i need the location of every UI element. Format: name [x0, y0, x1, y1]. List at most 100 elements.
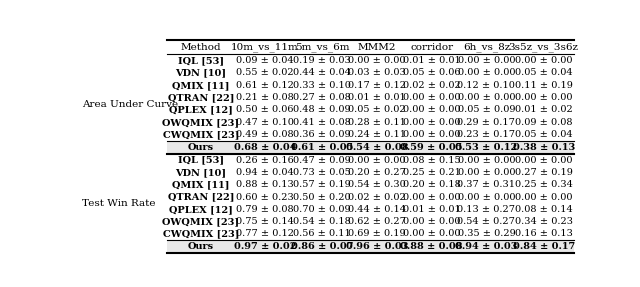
Text: 0.56 ± 0.11: 0.56 ± 0.11 [293, 230, 351, 238]
Text: 0.47 ± 0.09: 0.47 ± 0.09 [293, 156, 351, 164]
Text: 0.00 ± 0.00: 0.00 ± 0.00 [515, 56, 572, 65]
Text: 0.00 ± 0.00: 0.00 ± 0.00 [348, 156, 406, 164]
Text: MMM2: MMM2 [358, 43, 396, 52]
Text: 0.05 ± 0.06: 0.05 ± 0.06 [403, 69, 460, 77]
Text: 0.00 ± 0.00: 0.00 ± 0.00 [403, 193, 460, 201]
Text: 0.01 ± 0.01: 0.01 ± 0.01 [403, 56, 461, 65]
Text: 0.00 ± 0.00: 0.00 ± 0.00 [403, 217, 460, 226]
Text: Ours: Ours [188, 143, 214, 152]
Text: 0.36 ± 0.09: 0.36 ± 0.09 [294, 130, 351, 139]
Text: 0.27 ± 0.19: 0.27 ± 0.19 [515, 168, 573, 177]
Text: IQL [53]: IQL [53] [178, 156, 224, 164]
Text: 0.25 ± 0.21: 0.25 ± 0.21 [403, 168, 461, 177]
Text: 10m_vs_11m: 10m_vs_11m [231, 42, 299, 52]
Text: 0.20 ± 0.18: 0.20 ± 0.18 [403, 180, 461, 189]
Text: 0.35 ± 0.29: 0.35 ± 0.29 [458, 230, 515, 238]
Text: 0.00 ± 0.00: 0.00 ± 0.00 [458, 156, 515, 164]
Text: Ours: Ours [188, 242, 214, 251]
Text: IQL [53]: IQL [53] [178, 56, 224, 65]
Text: 0.55 ± 0.02: 0.55 ± 0.02 [236, 69, 294, 77]
Text: 0.21 ± 0.08: 0.21 ± 0.08 [236, 93, 294, 102]
Text: 0.61 ± 0.05: 0.61 ± 0.05 [291, 143, 353, 152]
Text: 0.20 ± 0.27: 0.20 ± 0.27 [348, 168, 406, 177]
Text: 0.01 ± 0.01: 0.01 ± 0.01 [348, 93, 406, 102]
Text: 0.73 ± 0.05: 0.73 ± 0.05 [293, 168, 351, 177]
Text: 0.09 ± 0.08: 0.09 ± 0.08 [515, 118, 572, 127]
Text: Test Win Rate: Test Win Rate [83, 199, 156, 208]
Text: 0.50 ± 0.06: 0.50 ± 0.06 [236, 105, 294, 115]
Bar [167, 141, 573, 154]
Text: 0.27 ± 0.08: 0.27 ± 0.08 [293, 93, 351, 102]
Text: 0.59 ± 0.05: 0.59 ± 0.05 [401, 143, 463, 152]
Text: 0.54 ± 0.18: 0.54 ± 0.18 [293, 217, 351, 226]
Text: 0.00 ± 0.00: 0.00 ± 0.00 [348, 56, 406, 65]
Text: 5m_vs_6m: 5m_vs_6m [295, 42, 349, 52]
Text: QTRAN [22]: QTRAN [22] [168, 93, 234, 102]
Text: 0.26 ± 0.16: 0.26 ± 0.16 [236, 156, 294, 164]
Text: 0.00 ± 0.00: 0.00 ± 0.00 [515, 93, 572, 102]
Text: 0.03 ± 0.03: 0.03 ± 0.03 [348, 69, 406, 77]
Text: 0.12 ± 0.10: 0.12 ± 0.10 [458, 81, 515, 90]
Text: 0.34 ± 0.23: 0.34 ± 0.23 [515, 217, 573, 226]
Text: OWQMIX [23]: OWQMIX [23] [163, 217, 239, 226]
Text: 0.33 ± 0.10: 0.33 ± 0.10 [293, 81, 351, 90]
Text: 0.69 ± 0.19: 0.69 ± 0.19 [348, 230, 406, 238]
Text: 0.37 ± 0.31: 0.37 ± 0.31 [458, 180, 515, 189]
Text: 0.02 ± 0.02: 0.02 ± 0.02 [403, 81, 461, 90]
Text: 0.79 ± 0.08: 0.79 ± 0.08 [236, 205, 294, 214]
Text: 0.01 ± 0.02: 0.01 ± 0.02 [515, 105, 573, 115]
Text: 0.77 ± 0.12: 0.77 ± 0.12 [236, 230, 294, 238]
Text: 0.48 ± 0.09: 0.48 ± 0.09 [294, 105, 351, 115]
Bar [167, 240, 573, 253]
Text: 0.00 ± 0.00: 0.00 ± 0.00 [458, 56, 515, 65]
Text: 0.29 ± 0.17: 0.29 ± 0.17 [458, 118, 515, 127]
Text: 0.60 ± 0.23: 0.60 ± 0.23 [236, 193, 294, 201]
Text: 0.13 ± 0.27: 0.13 ± 0.27 [458, 205, 515, 214]
Text: VDN [10]: VDN [10] [175, 168, 227, 177]
Text: 0.23 ± 0.17: 0.23 ± 0.17 [458, 130, 515, 139]
Text: 0.24 ± 0.11: 0.24 ± 0.11 [348, 130, 406, 139]
Text: 0.05 ± 0.04: 0.05 ± 0.04 [515, 130, 572, 139]
Text: 0.49 ± 0.08: 0.49 ± 0.08 [236, 130, 294, 139]
Text: 0.94 ± 0.03: 0.94 ± 0.03 [455, 242, 518, 251]
Text: 0.08 ± 0.14: 0.08 ± 0.14 [515, 205, 573, 214]
Text: QPLEX [12]: QPLEX [12] [169, 105, 233, 115]
Text: 0.70 ± 0.09: 0.70 ± 0.09 [294, 205, 351, 214]
Text: 0.47 ± 0.10: 0.47 ± 0.10 [236, 118, 294, 127]
Text: 0.00 ± 0.00: 0.00 ± 0.00 [458, 69, 515, 77]
Text: 0.96 ± 0.03: 0.96 ± 0.03 [346, 242, 408, 251]
Text: 0.02 ± 0.02: 0.02 ± 0.02 [348, 193, 406, 201]
Text: 0.00 ± 0.00: 0.00 ± 0.00 [458, 193, 515, 201]
Text: 0.19 ± 0.03: 0.19 ± 0.03 [293, 56, 351, 65]
Text: 0.41 ± 0.08: 0.41 ± 0.08 [293, 118, 351, 127]
Text: OWQMIX [23]: OWQMIX [23] [163, 118, 239, 127]
Text: 0.62 ± 0.27: 0.62 ± 0.27 [348, 217, 406, 226]
Text: 6h_vs_8z: 6h_vs_8z [463, 42, 510, 52]
Text: QMIX [11]: QMIX [11] [172, 81, 230, 90]
Text: 0.44 ± 0.14: 0.44 ± 0.14 [348, 205, 406, 214]
Text: 0.17 ± 0.12: 0.17 ± 0.12 [348, 81, 406, 90]
Text: 0.86 ± 0.07: 0.86 ± 0.07 [291, 242, 353, 251]
Text: QPLEX [12]: QPLEX [12] [169, 205, 233, 214]
Text: 0.16 ± 0.13: 0.16 ± 0.13 [515, 230, 573, 238]
Text: 0.09 ± 0.04: 0.09 ± 0.04 [236, 56, 294, 65]
Text: 0.54 ± 0.30: 0.54 ± 0.30 [348, 180, 406, 189]
Text: 0.00 ± 0.00: 0.00 ± 0.00 [458, 93, 515, 102]
Text: 0.61 ± 0.12: 0.61 ± 0.12 [236, 81, 294, 90]
Text: 0.00 ± 0.00: 0.00 ± 0.00 [403, 105, 460, 115]
Text: 0.08 ± 0.15: 0.08 ± 0.15 [403, 156, 461, 164]
Text: Method: Method [180, 43, 221, 52]
Text: 0.68 ± 0.04: 0.68 ± 0.04 [234, 143, 296, 152]
Text: 0.44 ± 0.04: 0.44 ± 0.04 [293, 69, 351, 77]
Text: VDN [10]: VDN [10] [175, 69, 227, 77]
Text: 0.54 ± 0.27: 0.54 ± 0.27 [458, 217, 515, 226]
Text: 0.84 ± 0.17: 0.84 ± 0.17 [513, 242, 575, 251]
Text: 0.94 ± 0.04: 0.94 ± 0.04 [236, 168, 294, 177]
Text: CWQMIX [23]: CWQMIX [23] [163, 130, 239, 139]
Text: 0.28 ± 0.11: 0.28 ± 0.11 [348, 118, 406, 127]
Text: 0.00 ± 0.00: 0.00 ± 0.00 [403, 93, 460, 102]
Text: 0.88 ± 0.08: 0.88 ± 0.08 [401, 242, 463, 251]
Text: 0.54 ± 0.08: 0.54 ± 0.08 [346, 143, 408, 152]
Text: 0.97 ± 0.02: 0.97 ± 0.02 [234, 242, 296, 251]
Text: 0.05 ± 0.04: 0.05 ± 0.04 [515, 69, 572, 77]
